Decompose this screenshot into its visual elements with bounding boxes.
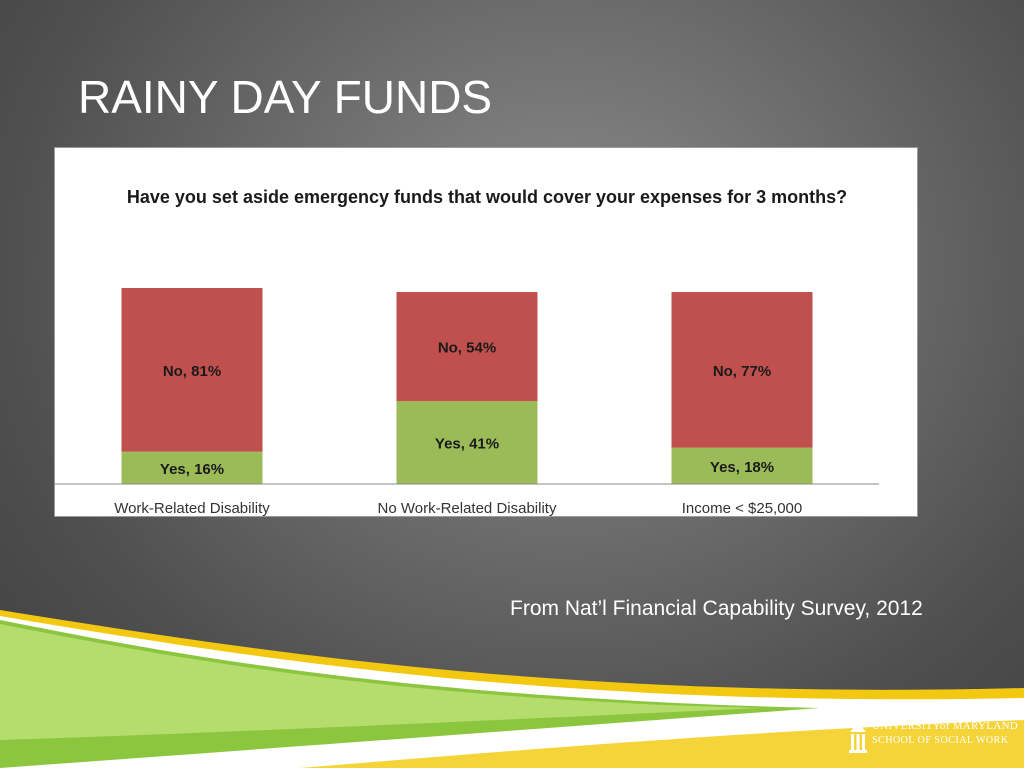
bar-no-1 [121,288,263,452]
source-note: From Nat’l Financial Capability Survey, … [510,597,923,620]
dome-icon [849,722,867,753]
bar-yes-2 [396,401,538,484]
bar-no-2 [396,292,538,402]
x-tick-label-3: Income < $25,000 [682,500,803,516]
decorative-swoosh [0,610,1024,768]
slide-title: RAINY DAY FUNDS [78,71,493,123]
data-label-yes-3: Yes, 18% [710,459,774,476]
logo-university-name: UNIVERSITYof MARYLAND [872,720,1019,732]
logo-school-name: SCHOOL OF SOCIAL WORK [872,735,1009,746]
university-logo: UNIVERSITYof MARYLAND SCHOOL OF SOCIAL W… [848,716,1018,758]
data-label-yes-1: Yes, 16% [160,461,224,478]
data-label-no-2: No, 54% [438,340,496,357]
data-label-no-3: No, 77% [713,363,771,380]
chart-panel: Have you set aside emergency funds that … [54,147,918,517]
data-label-yes-2: Yes, 41% [435,436,499,453]
data-label-no-1: No, 81% [163,363,221,380]
x-tick-label-2: No Work-Related Disability [378,500,557,516]
bar-yes-1 [121,451,263,484]
bar-no-3 [671,292,813,448]
stacked-bar-chart: Yes, 16% No, 81% Work-Related Disability Ye… [55,288,879,516]
bar-yes-3 [671,447,813,484]
x-tick-label-1: Work-Related Disability [114,500,270,516]
chart-title: Have you set aside emergency funds that … [126,187,848,207]
